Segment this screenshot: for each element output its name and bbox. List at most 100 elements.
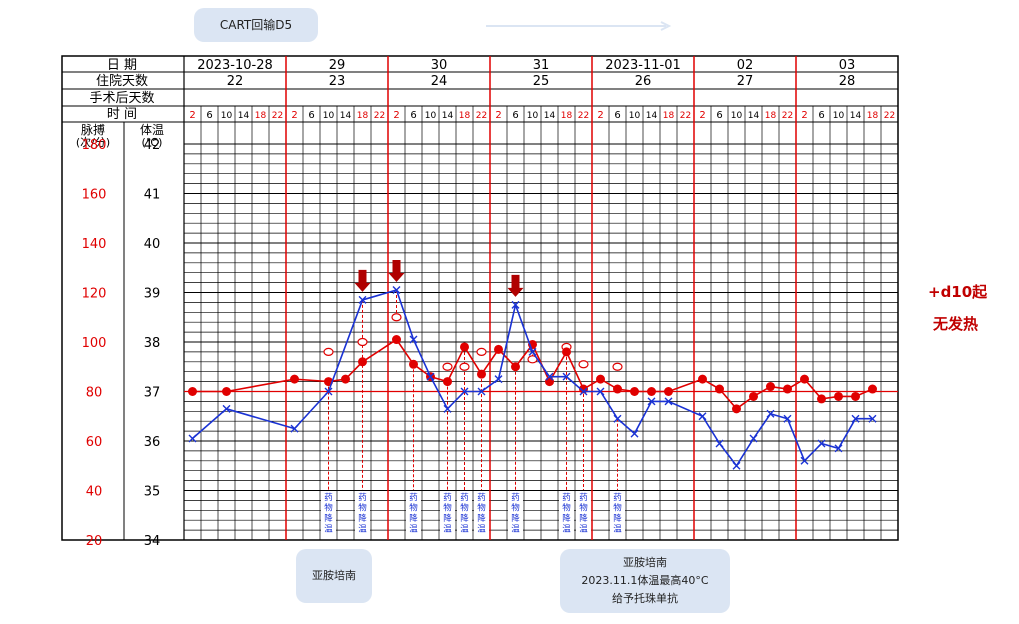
pulse-tick-label: 100: [82, 336, 107, 351]
time-slot-label: 14: [646, 111, 658, 121]
temperature-tick-label: 36: [144, 435, 161, 450]
temperature-point: [392, 335, 401, 345]
time-slot-label: 18: [459, 111, 471, 121]
medication-label-char: 温: [358, 524, 367, 535]
pulse-point: [494, 375, 503, 384]
cooling-circle: [578, 360, 589, 369]
pulse-point: [664, 397, 673, 406]
cooling-circle: [459, 362, 470, 371]
treatment-note-callout: 亚胺培南 2023.11.1体温最高40°C 给予托珠单抗: [560, 549, 730, 613]
temperature-point: [834, 391, 843, 401]
date-label: 30: [431, 58, 448, 73]
imipenem-callout: 亚胺培南: [296, 549, 372, 603]
callout-line-1: 亚胺培南: [623, 556, 667, 569]
row-label-hospital-days: 住院天数: [96, 74, 148, 89]
time-slot-label: 18: [357, 111, 369, 121]
temperature-tick-label: 34: [144, 534, 161, 549]
medication-label-char: 降: [460, 513, 469, 524]
medication-label-bg: [457, 491, 472, 533]
medication-label-bg: [576, 491, 591, 533]
medication-label-char: 降: [613, 513, 622, 524]
pulse-point: [511, 300, 520, 309]
cooling-circle: [612, 362, 623, 371]
fever-arrow: [354, 269, 371, 292]
medication-label-char: 物: [511, 503, 520, 514]
pulse-point: [324, 387, 333, 396]
cooling-circle: [391, 313, 402, 322]
temperature-point: [562, 347, 571, 357]
temperature-point: [477, 369, 486, 379]
temperature-point: [511, 362, 520, 372]
hospital-day-label: 23: [329, 74, 346, 89]
time-slot-label: 22: [272, 111, 283, 121]
pulse-tick-label: 60: [86, 435, 103, 450]
pulse-point: [766, 409, 775, 418]
time-slot-label: 18: [867, 111, 879, 121]
pulse-tick-label: 20: [86, 534, 103, 549]
pulse-point: [545, 372, 554, 381]
time-slot-label: 14: [442, 111, 454, 121]
temperature-point: [647, 387, 656, 396]
temperature-point: [494, 344, 503, 354]
row-label-time: 时 间: [107, 107, 137, 122]
medication-label-char: 物: [613, 503, 622, 514]
callout-text: CART回输D5: [219, 18, 293, 32]
medication-label-char: 药: [511, 492, 520, 503]
time-slot-label: 14: [850, 111, 862, 121]
temperature-point: [188, 387, 197, 396]
cooling-circle: [476, 347, 487, 356]
temperature-line: [192, 338, 873, 410]
pulse-tick-label: 40: [86, 485, 103, 500]
time-slot-label: 14: [748, 111, 760, 121]
pulse-point: [868, 414, 877, 423]
pulse-point: [783, 414, 792, 423]
time-slot-label: 14: [238, 111, 250, 121]
medication-label-char: 药: [409, 492, 418, 503]
medication-label-bg: [321, 491, 336, 533]
medication-label-bg: [559, 491, 574, 533]
callout-line-2: 2023.11.1体温最高40°C: [581, 574, 709, 587]
time-slot-label: 18: [765, 111, 777, 121]
temperature-point: [630, 387, 639, 396]
pulse-point: [613, 414, 622, 423]
medication-label-char: 降: [409, 513, 418, 524]
temperature-tick-label: 41: [144, 188, 161, 203]
pulse-point: [409, 335, 418, 344]
medication-label-char: 降: [562, 513, 571, 524]
pulse-point: [579, 387, 588, 396]
medication-label-char: 物: [443, 503, 452, 514]
temperature-point: [290, 374, 299, 384]
time-slot-label: 18: [255, 111, 267, 121]
time-slot-label: 2: [189, 110, 195, 121]
hospital-day-label: 24: [431, 74, 448, 89]
medication-label-char: 降: [443, 513, 452, 524]
medication-label-bg: [508, 491, 523, 533]
time-slot-label: 22: [374, 111, 385, 121]
temperature-point: [732, 404, 741, 414]
pulse-point: [222, 404, 231, 413]
hospital-day-label: 22: [227, 74, 244, 89]
date-label: 2023-11-01: [605, 58, 681, 73]
pulse-point: [800, 456, 809, 465]
pulse-point: [290, 424, 299, 433]
pulse-point: [562, 372, 571, 381]
time-slot-label: 2: [495, 110, 501, 121]
temperature-point: [766, 382, 775, 392]
row-label-post-op-days: 手术后天数: [89, 91, 154, 106]
temperature-point: [851, 391, 860, 401]
hospital-day-label: 28: [839, 74, 856, 89]
temperature-point: [596, 374, 605, 384]
medication-label-char: 物: [460, 503, 469, 514]
medication-label-char: 物: [358, 503, 367, 514]
pulse-tick-label: 140: [82, 237, 107, 252]
time-slot-label: 2: [801, 110, 807, 121]
temperature-point: [817, 394, 826, 404]
medication-label-char: 药: [477, 492, 486, 503]
temperature-point: [358, 357, 367, 367]
medication-label-char: 温: [324, 524, 333, 535]
time-slot-label: 6: [206, 110, 212, 121]
temperature-point: [868, 384, 877, 394]
medication-label-char: 温: [562, 524, 571, 535]
time-slot-label: 6: [818, 110, 824, 121]
medication-label-char: 温: [477, 524, 486, 535]
